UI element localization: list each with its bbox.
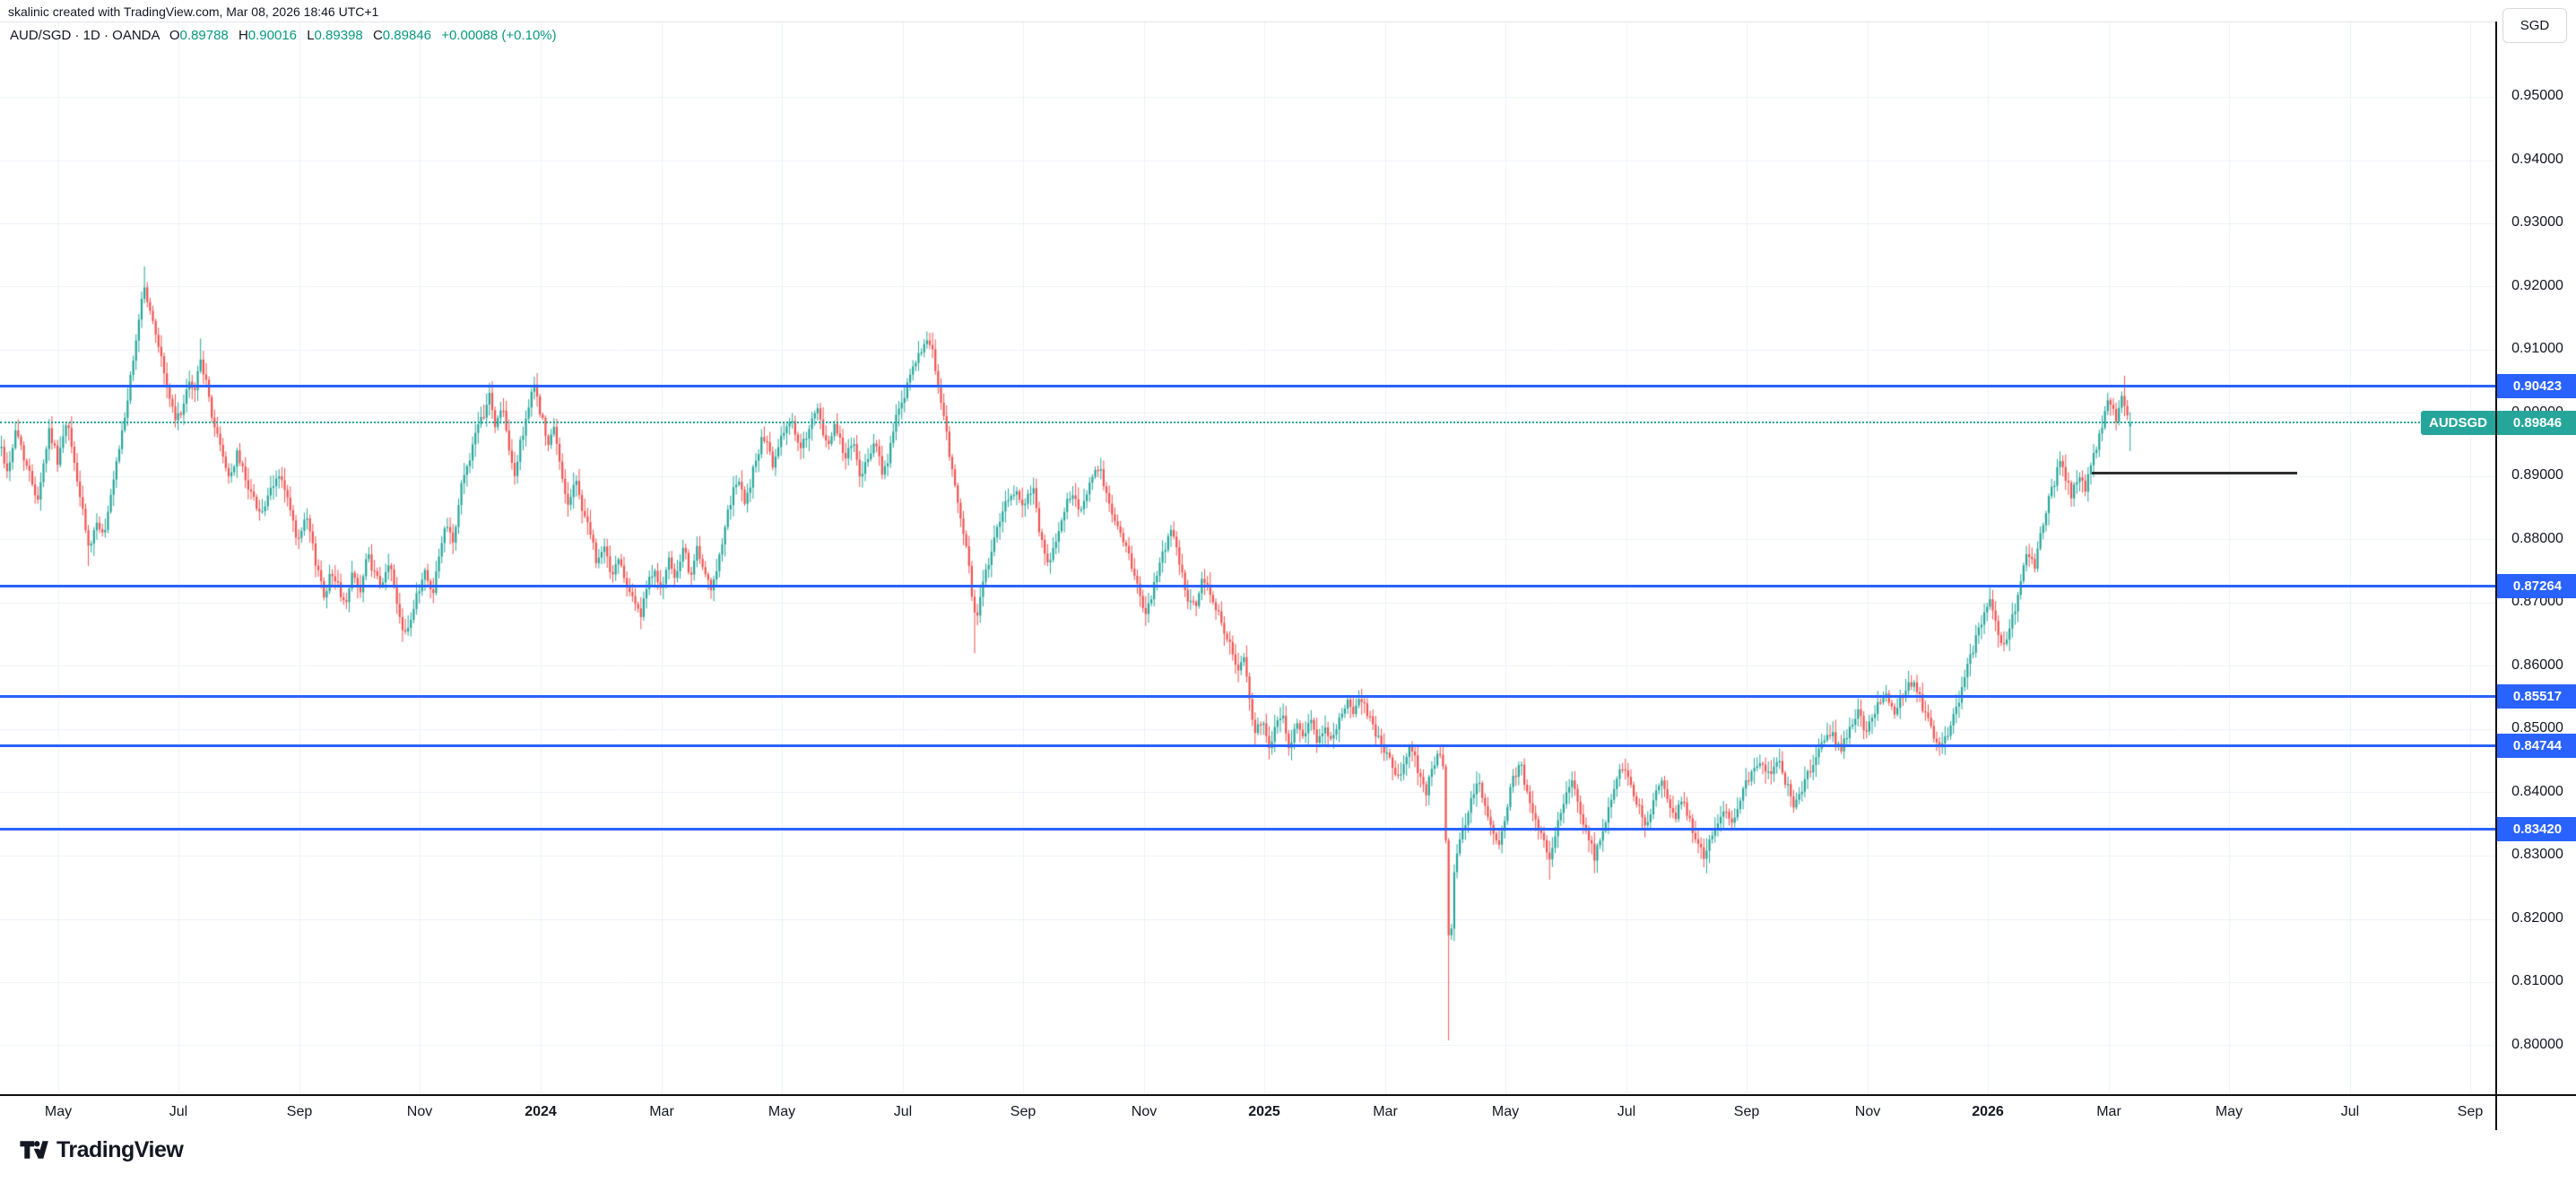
time-tick-month: Mar: [1373, 1104, 1398, 1119]
low-value: 0.89398: [314, 28, 363, 43]
level-price-chip: 0.85517: [2497, 684, 2576, 709]
axis-corner-line: [2495, 1094, 2497, 1130]
currency-toggle-button[interactable]: SGD: [2502, 8, 2567, 43]
change-value: +0.00088 (+0.10%): [441, 28, 557, 43]
tradingview-logo-text: TradingView: [56, 1136, 184, 1162]
open-label: O: [169, 28, 180, 43]
time-tick-month: Nov: [1131, 1104, 1158, 1119]
price-tick-label: 0.92000: [2511, 277, 2563, 293]
support-resistance-line[interactable]: [0, 744, 2495, 747]
time-tick-year: 2026: [1972, 1104, 2004, 1119]
time-tick-month: Sep: [1733, 1104, 1760, 1119]
candlestick-canvas[interactable]: [0, 0, 2495, 1094]
time-axis[interactable]: May Jul Sep Nov 2024 Mar May Jul Sep Nov 2025 Mar Ma…: [0, 1094, 2576, 1183]
time-tick-month: May: [44, 1104, 73, 1119]
time-tick-year: 2024: [525, 1104, 557, 1119]
price-tick-label: 0.89000: [2511, 467, 2563, 483]
time-tick-month: Nov: [1854, 1104, 1881, 1119]
last-price-symbol-flag[interactable]: AUDSGD: [2420, 410, 2495, 435]
time-tick-month: Jul: [2340, 1104, 2360, 1119]
price-tick-label: 0.81000: [2511, 973, 2563, 988]
support-resistance-line[interactable]: [0, 827, 2495, 831]
horizontal-trendline-drawing[interactable]: [2092, 471, 2297, 474]
time-tick-month: Nov: [406, 1104, 433, 1119]
close-label: C: [372, 28, 383, 43]
time-tick-month: Sep: [1010, 1104, 1036, 1119]
level-price-chip: 0.90423: [2497, 374, 2576, 399]
last-price-line: [0, 422, 2495, 424]
symbol-legend[interactable]: AUD/SGD · 1D · OANDA O0.89788 H0.90016 L…: [10, 28, 557, 43]
time-axis-labels: May Jul Sep Nov 2024 Mar May Jul Sep Nov 2025 Mar Ma…: [0, 1096, 2495, 1137]
price-axis[interactable]: 0.950000.940000.930000.920000.910000.900…: [2495, 22, 2576, 1094]
price-tick-label: 0.95000: [2511, 88, 2563, 103]
support-resistance-line[interactable]: [0, 385, 2495, 388]
tradingview-logo[interactable]: TradingView: [18, 1135, 184, 1165]
time-tick-month: Mar: [649, 1104, 674, 1119]
time-tick-month: May: [768, 1104, 796, 1119]
time-tick-month: Sep: [286, 1104, 313, 1119]
time-tick-month: Jul: [169, 1104, 188, 1119]
time-tick-month: May: [2215, 1104, 2243, 1119]
price-tick-label: 0.88000: [2511, 530, 2563, 546]
high-label: H: [238, 28, 248, 43]
support-resistance-line[interactable]: [0, 584, 2495, 587]
time-tick-month: Jul: [1617, 1104, 1636, 1119]
high-value: 0.90016: [247, 28, 298, 43]
level-price-chip: 0.83420: [2497, 816, 2576, 841]
symbol-title: AUD/SGD · 1D · OANDA: [10, 28, 160, 43]
price-tick-label: 0.94000: [2511, 151, 2563, 167]
level-price-chip: 0.87264: [2497, 573, 2576, 598]
time-tick-month: May: [1491, 1104, 1520, 1119]
price-tick-label: 0.93000: [2511, 214, 2563, 230]
time-tick-month: Jul: [893, 1104, 913, 1119]
price-tick-label: 0.80000: [2511, 1036, 2563, 1052]
tradingview-logo-icon: [20, 1141, 48, 1159]
price-tick-label: 0.83000: [2511, 847, 2563, 862]
time-tick-month: Mar: [2096, 1104, 2121, 1119]
price-tick-label: 0.85000: [2511, 720, 2563, 735]
chart-pane[interactable]: AUDSGD: [0, 0, 2495, 1094]
price-tick-label: 0.91000: [2511, 341, 2563, 356]
time-tick-month: Sep: [2457, 1104, 2484, 1119]
low-label: L: [307, 28, 315, 43]
price-tick-label: 0.84000: [2511, 783, 2563, 799]
last-price-chip: 0.89846: [2497, 410, 2576, 435]
price-tick-label: 0.82000: [2511, 909, 2563, 926]
support-resistance-line[interactable]: [0, 695, 2495, 699]
open-value: 0.89788: [179, 28, 229, 43]
time-tick-year: 2025: [1248, 1104, 1280, 1119]
close-value: 0.89846: [382, 28, 432, 43]
price-tick-label: 0.86000: [2511, 657, 2563, 673]
level-price-chip: 0.84744: [2497, 733, 2576, 758]
